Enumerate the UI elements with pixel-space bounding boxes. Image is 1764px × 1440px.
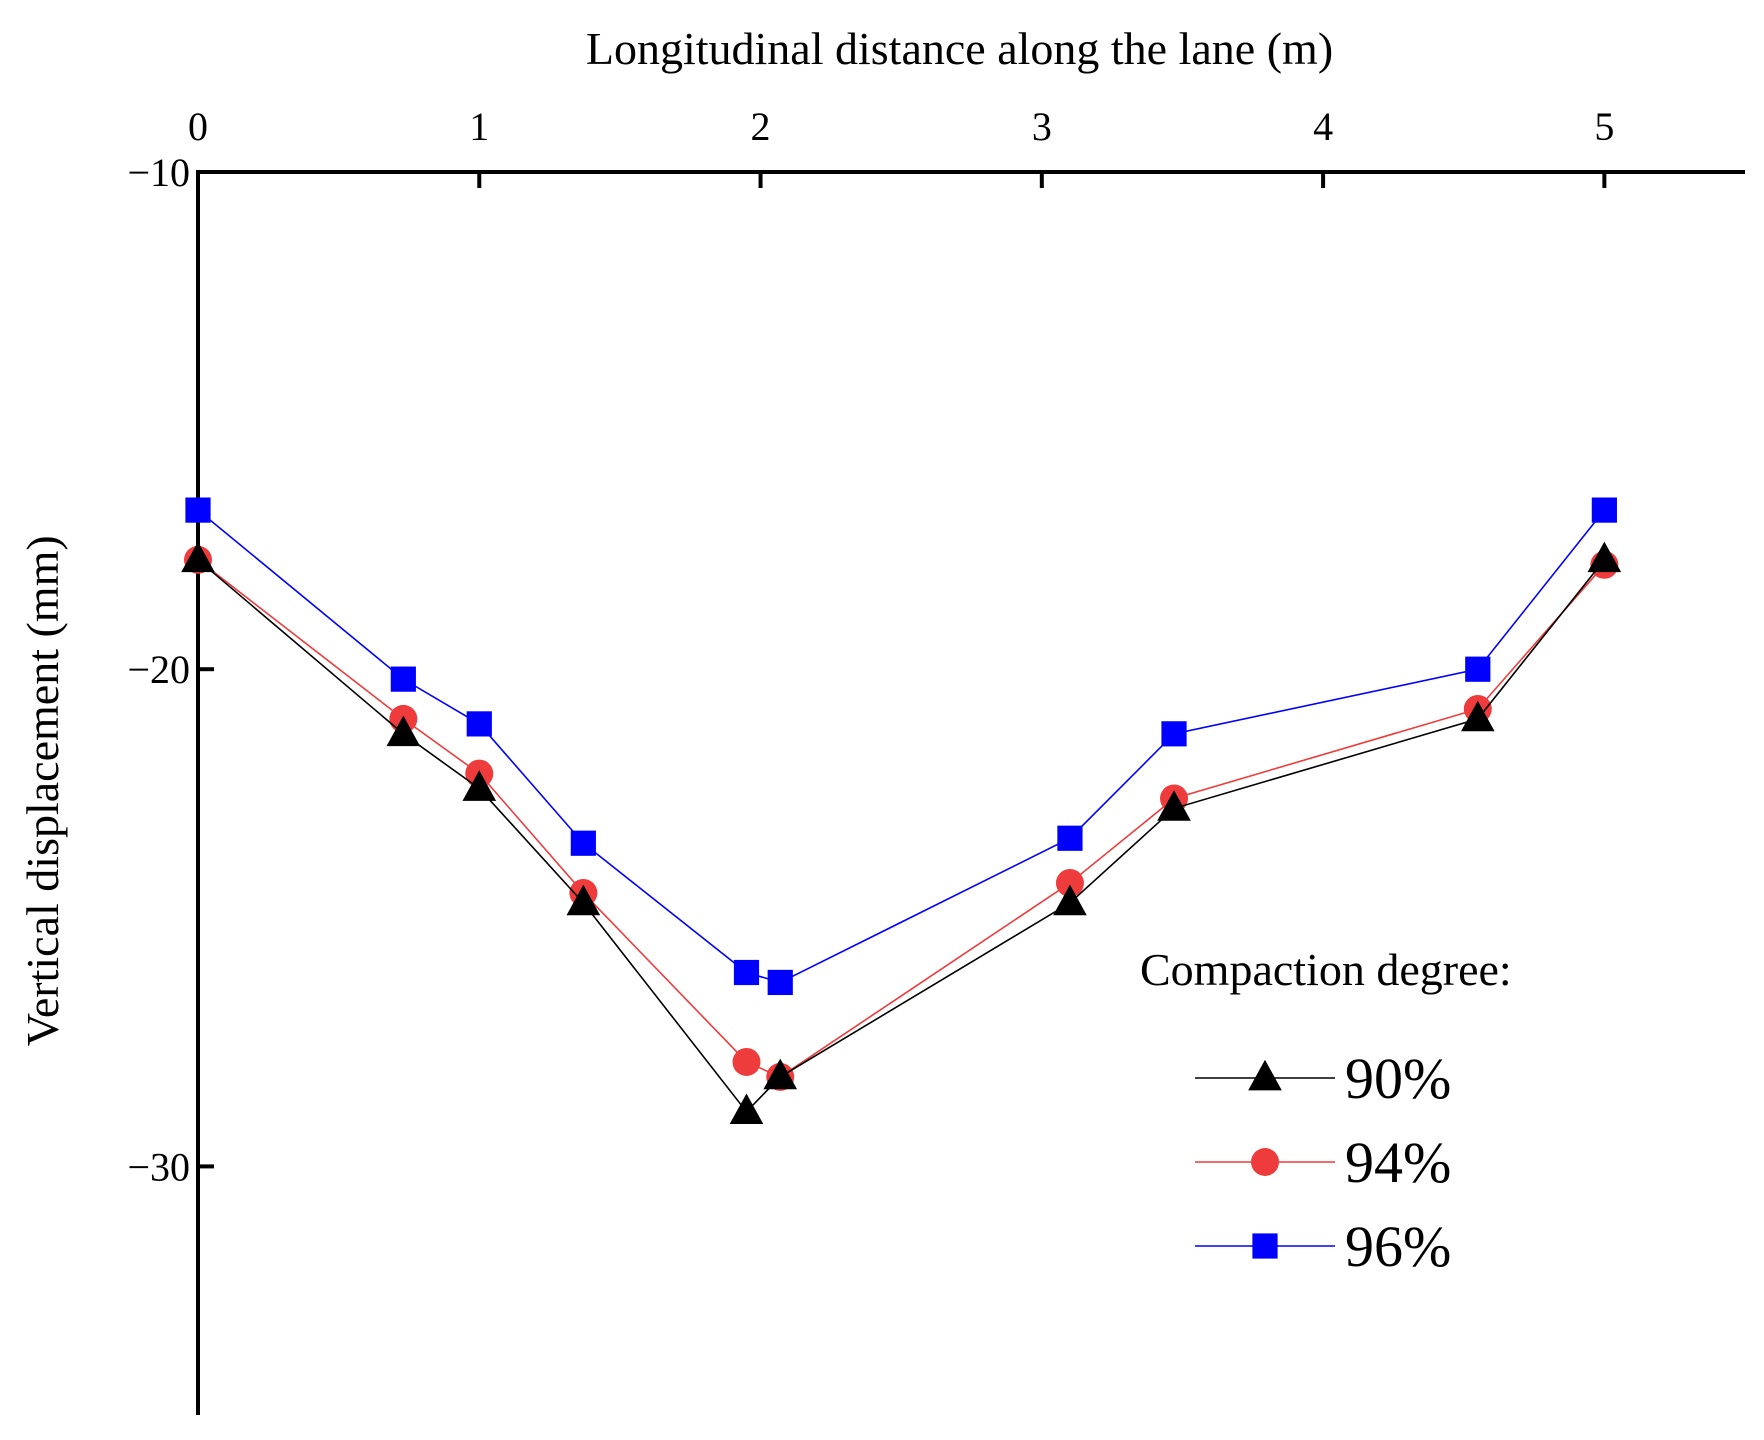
series-94pct	[184, 545, 1619, 1091]
data-point	[386, 715, 421, 747]
legend-marker	[1248, 1059, 1282, 1091]
x-tick-label: 0	[188, 104, 208, 149]
data-point	[1057, 825, 1083, 851]
series-96pct	[185, 497, 1617, 996]
data-point	[1055, 868, 1084, 897]
series-line	[197, 559, 1605, 1113]
data-point	[181, 541, 215, 573]
data-point	[1157, 790, 1191, 821]
x-tick-label: 5	[1594, 104, 1614, 149]
y-axis-title: Vertical displacement (mm)	[17, 535, 68, 1046]
x-tick-label: 3	[1032, 104, 1052, 149]
data-point	[732, 1047, 761, 1076]
data-point	[733, 959, 760, 986]
legend-item: 94%	[1195, 1130, 1451, 1195]
legend-item: 96%	[1195, 1214, 1451, 1279]
legend: Compaction degree: 90% 94% 96%	[1140, 944, 1512, 1279]
y-tick-label: −20	[127, 647, 190, 692]
series-90pct	[181, 541, 1622, 1125]
series-layer	[181, 497, 1622, 1125]
y-tick-label: −10	[127, 150, 190, 195]
data-point	[566, 884, 601, 916]
series-line	[197, 559, 1605, 1078]
legend-item: 90%	[1195, 1046, 1451, 1111]
x-tick-label: 2	[751, 104, 771, 149]
data-point	[1587, 541, 1622, 573]
series-line	[197, 509, 1605, 984]
data-point	[390, 666, 416, 692]
legend-label: 94%	[1345, 1130, 1451, 1195]
x-axis-title: Longitudinal distance along the lane (m)	[586, 23, 1333, 74]
legend-marker	[1251, 1148, 1279, 1176]
legend-label: 90%	[1345, 1046, 1451, 1111]
data-point	[1161, 721, 1187, 747]
data-point	[462, 770, 497, 801]
data-point	[570, 830, 596, 856]
axis-ticks: 0 1 2 3 4 5 −10 −20 −30	[127, 104, 1614, 1189]
x-tick-label: 1	[469, 104, 489, 149]
data-point	[1465, 656, 1491, 682]
data-point	[763, 1058, 798, 1090]
data-point	[185, 497, 211, 523]
data-point	[1053, 884, 1087, 916]
legend-marker	[1252, 1233, 1278, 1259]
legend-title: Compaction degree:	[1140, 944, 1512, 995]
legend-label: 96%	[1345, 1214, 1451, 1279]
data-point	[1591, 497, 1617, 523]
data-point	[767, 969, 793, 996]
data-point	[466, 711, 492, 737]
axes	[196, 170, 1745, 1415]
data-point	[729, 1093, 764, 1125]
data-point	[1460, 700, 1495, 732]
y-tick-label: −30	[127, 1144, 190, 1189]
x-tick-label: 4	[1313, 104, 1333, 149]
